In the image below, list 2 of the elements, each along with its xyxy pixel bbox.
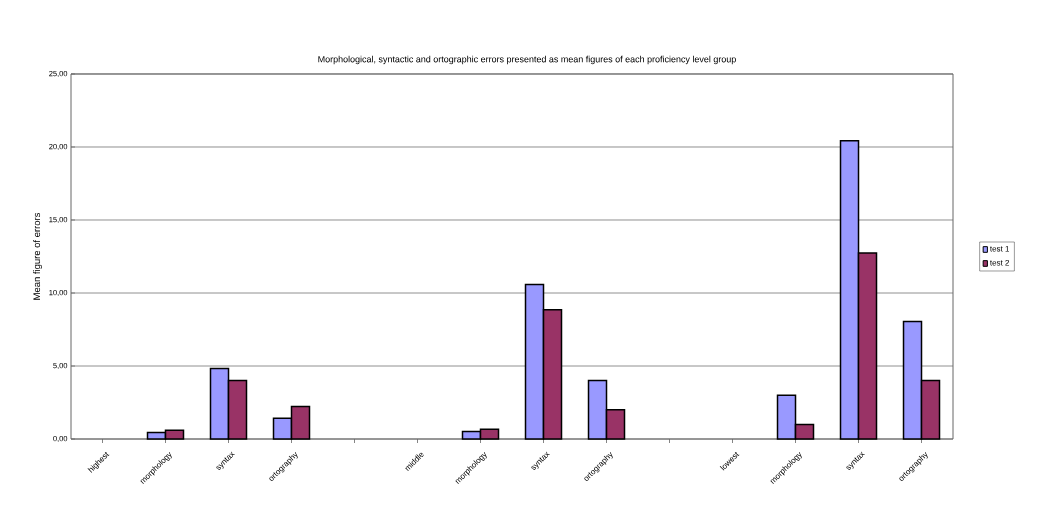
y-axis-title: Mean figure of errors [33,212,42,300]
chart-title: Morphological, syntactic and ortographic errors presented as mean figures of each proficiency level group [318,55,736,65]
